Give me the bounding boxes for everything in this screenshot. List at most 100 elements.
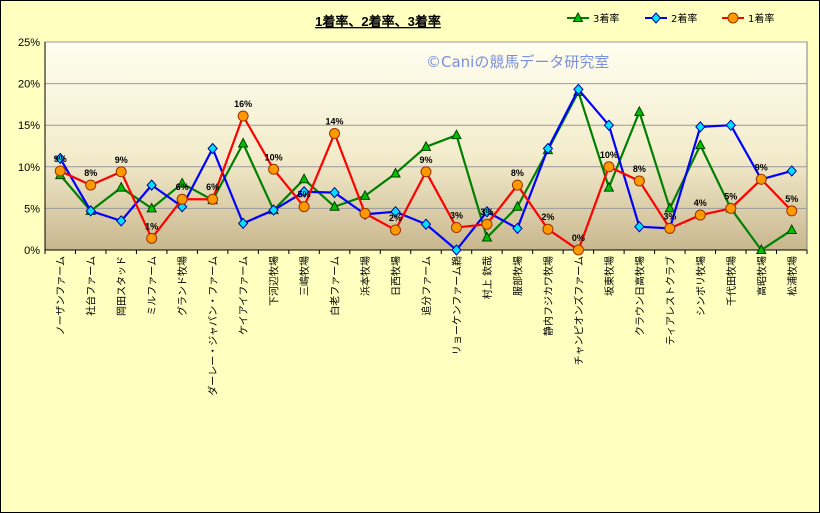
point-marker [55,152,66,165]
data-labels: 9% 8% 9% 1% 6% 6% 16% 10% 5% 14% 2% 9% 3% 3% 8% 2% 0% 10%… [54,99,799,243]
data-label: 10% [265,152,283,162]
point-marker [420,166,432,178]
point-marker [511,179,523,191]
point-marker [451,129,462,140]
point-marker [116,215,127,227]
point-marker [359,189,371,200]
x-tick-label: 浜本牧場 [359,256,372,296]
point-marker [694,139,706,150]
point-marker [298,173,310,184]
x-tick-label: 坂東牧場 [603,256,616,296]
data-label: 8% [633,164,646,174]
point-marker [786,205,798,217]
data-label: 1% [145,221,158,231]
point-marker [727,12,739,24]
point-marker [237,217,249,230]
point-marker [512,200,523,211]
chart-title: 1着率、2着率、3着率 [315,14,441,29]
x-tick-label: 日西牧場 [390,256,403,296]
legend-label: 2着率 [671,12,697,25]
point-marker [694,209,706,221]
x-tick-label: 追分ファーム [420,256,433,316]
x-tick-label: 岡田スタッド [116,256,128,316]
point-marker [298,186,310,198]
point-marker [755,243,767,254]
point-marker [481,231,493,242]
x-tick-label: ケイアイファーム [238,256,250,335]
data-label: 4% [694,198,707,208]
point-marker [451,244,462,256]
point-marker [573,83,584,96]
axes: 0% 5% 10% 15% 20% 25% ノーザンファーム 社台ファーム 岡田スタッド ミルファ… [18,37,808,396]
point-marker [725,202,737,214]
x-tick-label: 千代田牧場 [725,256,738,306]
point-marker [207,193,219,205]
x-tick-label: 社台ファーム [85,256,98,316]
x-tick-label: 服部牧場 [511,256,524,296]
point-marker [603,181,615,192]
data-label: 3% [450,211,463,221]
point-marker [786,223,798,235]
point-marker [329,128,341,140]
x-tick-label: 三嶋牧場 [298,256,311,296]
point-marker [176,177,188,188]
point-marker [237,137,249,148]
point-marker [481,218,493,230]
point-marker [268,204,279,216]
data-label: 5% [785,194,798,204]
point-marker [115,166,127,178]
y-tick-label: 5% [24,203,40,215]
point-marker [542,142,554,155]
data-label: 6% [206,182,219,192]
data-label: 9% [54,154,67,164]
point-marker [755,173,767,185]
data-label: 16% [234,99,252,109]
point-marker [634,105,645,116]
y-tick-label: 10% [18,162,40,174]
point-marker [390,224,402,236]
x-tick-label: ダーレー・ジャパン・ファーム [207,256,220,396]
x-tick-label: 静内フジカワ牧場 [542,256,555,336]
x-tick-label: リョーケンファーム鵜 [450,256,463,355]
x-tick-label: 高昭牧場 [755,256,768,296]
point-marker [359,207,371,219]
x-tick-label: 村上 欽哉 [481,256,494,299]
point-marker [633,175,645,187]
legend-label: 1着率 [748,12,774,25]
point-marker [176,193,188,205]
point-marker [329,200,340,211]
point-marker [572,244,584,256]
data-label: 9% [115,155,128,165]
point-marker [572,11,584,22]
point-marker [664,222,676,234]
point-marker [420,218,432,230]
x-tick-label: ティアレストクラブ [664,256,677,345]
point-marker [481,205,493,218]
point-marker [450,222,462,234]
x-tick-label: 白老ファーム [329,256,342,316]
data-label: 10% [600,150,618,160]
y-tick-label: 20% [18,79,40,91]
legend-label: 3着率 [593,12,619,25]
y-tick-label: 25% [18,37,40,49]
data-label: 8% [84,168,97,178]
data-label: 9% [419,155,432,165]
watermark: ©Caniの競馬データ研究室 [426,53,609,71]
point-marker [207,142,218,155]
x-tick-label: 下河辺牧場 [268,256,281,306]
point-marker [54,165,66,177]
point-marker [420,140,432,151]
x-tick-label: ノーザンファーム [55,256,67,335]
data-label: 5% [724,191,737,201]
legend-item: 1着率 [722,12,774,25]
legend-item: 2着率 [645,12,697,25]
data-label: 0% [572,233,585,243]
data-label: 5% [298,190,311,200]
point-marker [390,167,401,178]
point-marker [237,110,249,122]
point-marker [298,201,310,213]
data-label: 2% [541,212,554,222]
point-marker [786,165,797,177]
point-marker [268,163,280,175]
legend: 3着率 2着率 1着率 [567,11,774,25]
